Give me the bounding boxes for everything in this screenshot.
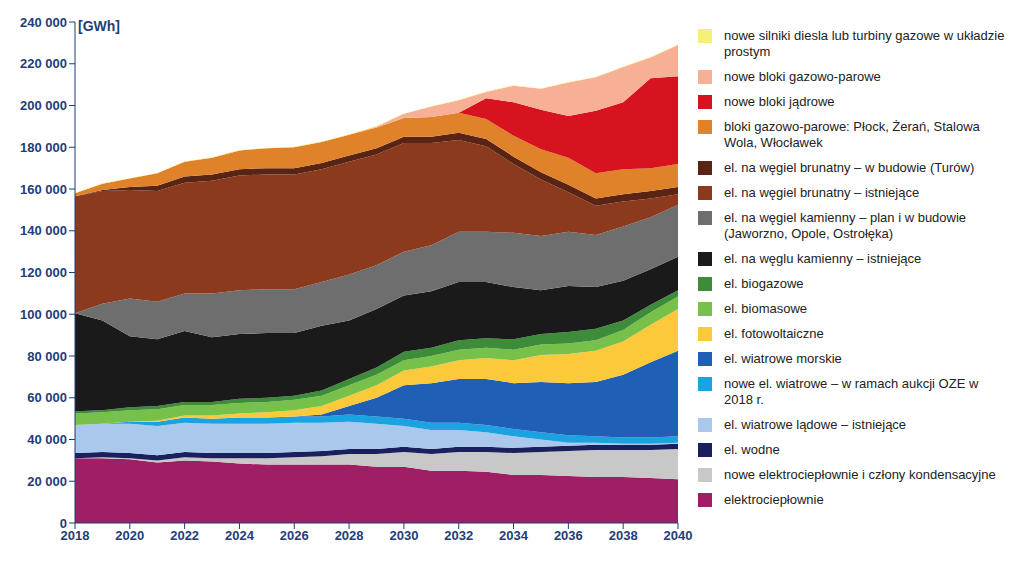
html-text:nowe el. wiatrowe – w ramach a: nowe el. wiatrowe – w ramach aukcji OZE … [724, 376, 979, 407]
html-text:nowe bloki jądrowe: nowe bloki jądrowe [724, 94, 835, 109]
svg-text:240 000: 240 000 [20, 15, 67, 30]
svg-text:2032: 2032 [444, 528, 473, 543]
html-text:el. biomasowe: el. biomasowe [724, 301, 808, 316]
svg-text:180 000: 180 000 [20, 140, 67, 155]
svg-text:20 000: 20 000 [27, 474, 67, 489]
svg-text:80 000: 80 000 [27, 349, 67, 364]
svg-text:2028: 2028 [335, 528, 364, 543]
svg-text:2022: 2022 [170, 528, 199, 543]
html-text:el. na węgiel brunatny – istni: el. na węgiel brunatny – istniejące [724, 185, 920, 200]
svg-text:140 000: 140 000 [20, 223, 67, 238]
svg-text:220 000: 220 000 [20, 56, 67, 71]
svg-text:40 000: 40 000 [27, 432, 67, 447]
svg-text:60 000: 60 000 [27, 390, 67, 405]
svg-text:2024: 2024 [225, 528, 255, 543]
html-text:nowe elektrociepłownie i człon: nowe elektrociepłownie i człony kondensa… [724, 467, 996, 482]
svg-text:2036: 2036 [554, 528, 583, 543]
svg-text:200 000: 200 000 [20, 98, 67, 113]
svg-text:2040: 2040 [664, 528, 693, 543]
svg-text:2030: 2030 [389, 528, 418, 543]
html-text:nowe silniki diesla lub turbin: nowe silniki diesla lub turbiny gazowe w… [724, 28, 1005, 59]
html-text:[GWh]: [GWh] [78, 18, 120, 34]
svg-text:2034: 2034 [499, 528, 529, 543]
svg-text:2038: 2038 [609, 528, 638, 543]
html-text:el. biogazowe: el. biogazowe [724, 276, 804, 291]
html-text:el. wodne: el. wodne [724, 442, 780, 457]
svg-text:2020: 2020 [115, 528, 144, 543]
html-text:el. wiatrowe lądowe – istnieją: el. wiatrowe lądowe – istniejące [724, 417, 907, 432]
svg-text:0: 0 [60, 516, 67, 531]
html-text:el. na węglu kamienny – istnie: el. na węglu kamienny – istniejące [724, 251, 922, 266]
html-text:elektrociepłownie: elektrociepłownie [724, 492, 824, 507]
svg-text:2026: 2026 [280, 528, 309, 543]
html-text:bloki gazowo-parowe: Płock, Że: bloki gazowo-parowe: Płock, Żerań, Stalo… [724, 119, 980, 150]
html-text:el. fotowoltaiczne: el. fotowoltaiczne [724, 326, 824, 341]
svg-text:2018: 2018 [60, 528, 90, 544]
html-text:el. na węgiel brunatny – w bud: el. na węgiel brunatny – w budowie (Turó… [724, 160, 975, 175]
html-text:el. na węgiel kamienny – plan: el. na węgiel kamienny – plan i w budowi… [724, 210, 967, 241]
svg-text:100 000: 100 000 [20, 307, 67, 322]
html-text:el. wiatrowe morskie: el. wiatrowe morskie [724, 351, 842, 366]
svg-text:160 000: 160 000 [20, 182, 67, 197]
svg-text:120 000: 120 000 [20, 265, 67, 280]
html-text:nowe bloki gazowo-parowe: nowe bloki gazowo-parowe [724, 69, 881, 84]
